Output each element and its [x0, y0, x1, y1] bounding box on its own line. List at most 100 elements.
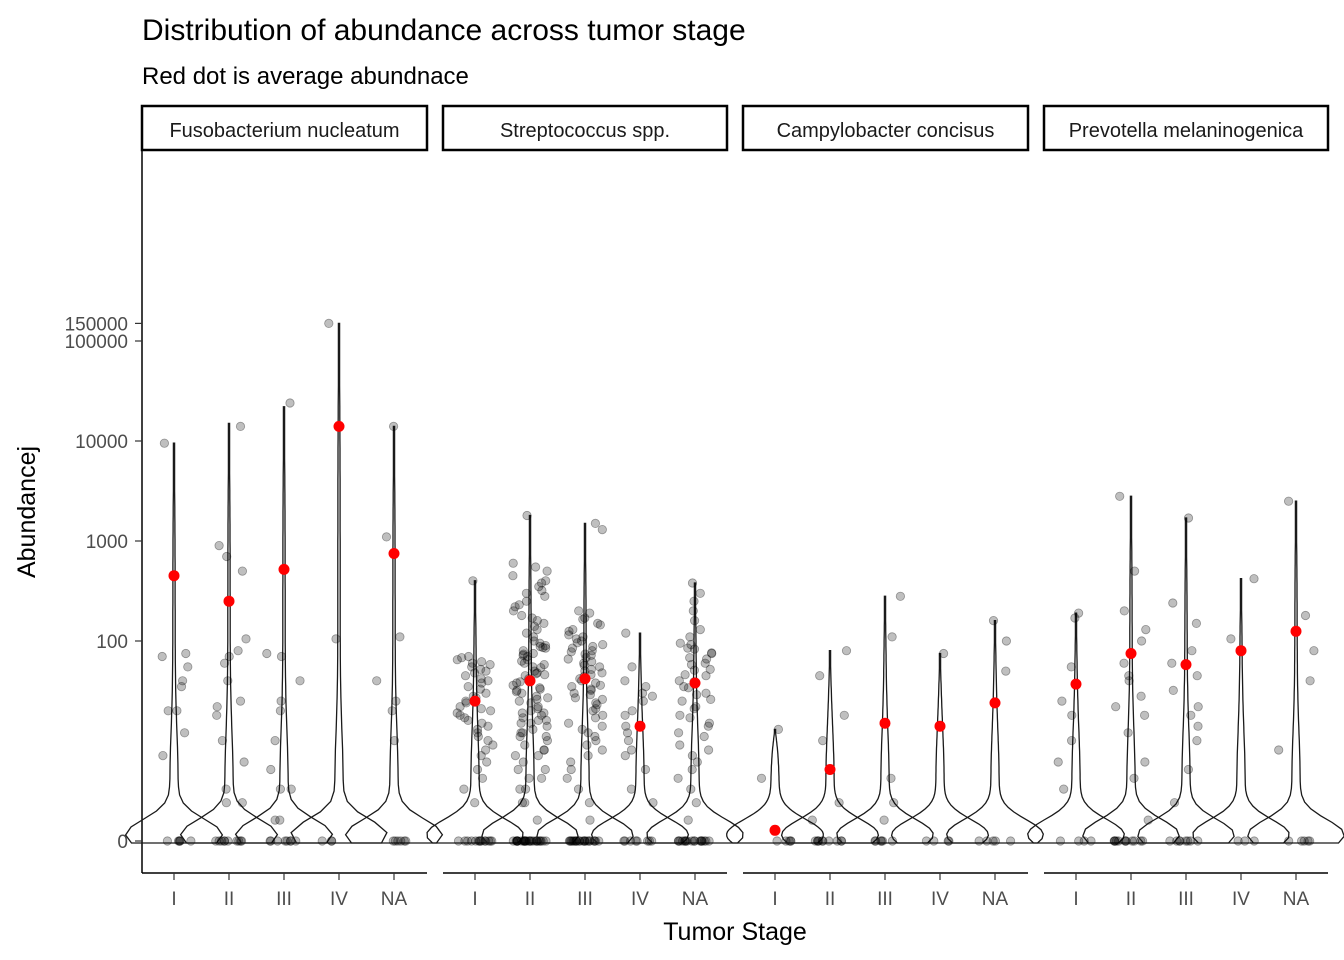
data-point [262, 648, 272, 659]
data-point [620, 750, 630, 761]
data-point [266, 764, 276, 775]
data-point [508, 558, 518, 568]
data-point [579, 836, 589, 846]
violin [536, 522, 634, 844]
data-point [689, 665, 700, 675]
data-point [536, 578, 547, 588]
data-point [588, 706, 598, 716]
data-point [1129, 836, 1139, 846]
data-point [539, 745, 549, 755]
data-point [539, 708, 549, 718]
x-tick-label: I [772, 889, 777, 910]
data-point [525, 836, 536, 846]
data-point [521, 836, 531, 846]
data-point [597, 694, 608, 705]
data-point [477, 773, 488, 783]
data-point [943, 836, 953, 846]
data-point [475, 664, 486, 675]
data-point [1129, 773, 1139, 783]
data-point [471, 836, 481, 846]
data-point [535, 684, 545, 694]
data-point [515, 677, 525, 687]
data-point [685, 713, 695, 723]
data-point [532, 615, 542, 626]
data-point [593, 618, 603, 629]
data-point [511, 836, 521, 846]
data-point [235, 696, 246, 706]
data-point [597, 524, 607, 535]
data-point [539, 659, 549, 670]
data-point [541, 731, 551, 742]
data-point [675, 638, 685, 648]
violin [124, 442, 224, 844]
data-point [1233, 836, 1243, 846]
data-point [677, 836, 688, 846]
data-point [533, 715, 544, 726]
data-point [174, 836, 184, 846]
mean-point [223, 595, 235, 607]
data-point [521, 596, 532, 606]
data-point [512, 836, 523, 846]
x-tick-label: III [1178, 889, 1194, 910]
facet-strip-label: Prevotella melaninogenica [1069, 120, 1304, 142]
data-point [214, 836, 224, 846]
data-point [974, 836, 984, 846]
data-point [701, 654, 712, 664]
data-point [460, 671, 471, 681]
data-point [579, 660, 589, 671]
data-point [475, 836, 485, 846]
data-point [488, 740, 498, 750]
data-point [474, 836, 484, 846]
data-point [239, 757, 249, 767]
data-point [1168, 685, 1178, 696]
data-point [632, 836, 642, 846]
data-point [513, 764, 523, 775]
data-point [514, 600, 524, 610]
violin [344, 425, 444, 844]
data-point [577, 724, 587, 735]
data-point [619, 836, 629, 846]
data-point [536, 663, 546, 673]
x-tick-label: III [577, 889, 593, 910]
data-point [929, 836, 939, 846]
data-point [178, 676, 188, 686]
data-point [401, 836, 411, 846]
data-point [673, 773, 683, 783]
data-point [282, 836, 292, 846]
data-point [388, 421, 399, 431]
data-point [526, 698, 536, 708]
data-point [1059, 784, 1069, 794]
data-point [457, 653, 467, 663]
data-point [1136, 691, 1146, 701]
data-point [1192, 671, 1202, 681]
data-point [516, 718, 526, 728]
facet-strip [441, 104, 729, 152]
data-point [521, 588, 532, 598]
data-point [1305, 676, 1315, 686]
data-point [508, 606, 519, 616]
data-point [1274, 745, 1284, 755]
data-point [839, 710, 849, 720]
data-point [276, 651, 287, 662]
data-point [467, 662, 477, 672]
data-point [173, 836, 184, 846]
data-point [697, 836, 707, 846]
data-point [622, 728, 633, 738]
data-point [524, 773, 534, 783]
data-point [540, 591, 550, 601]
data-point [695, 836, 705, 846]
violin [1137, 517, 1235, 844]
data-point [216, 836, 227, 846]
data-point [387, 706, 397, 716]
data-point [327, 836, 337, 846]
data-point [470, 798, 480, 808]
data-point [1119, 658, 1129, 668]
data-point [689, 596, 699, 606]
data-point [1168, 598, 1178, 608]
x-tick-label: IV [330, 889, 348, 910]
data-point [679, 681, 689, 692]
data-point [463, 715, 473, 726]
x-tick-label: III [276, 889, 292, 910]
data-point [518, 757, 528, 767]
